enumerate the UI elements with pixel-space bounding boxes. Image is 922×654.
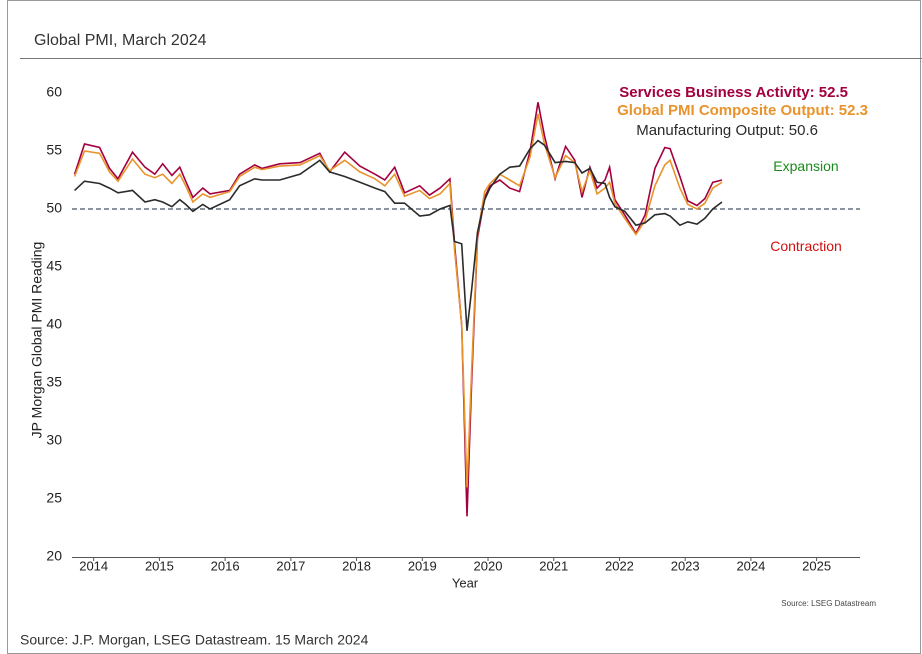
y-tick-label: 45 <box>46 258 62 274</box>
legend-entry: Services Business Activity: 52.5 <box>619 84 848 101</box>
annotation: Contraction <box>770 238 842 254</box>
series-line <box>73 113 723 488</box>
y-tick-label: 60 <box>46 84 62 100</box>
x-tick-label: 2014 <box>79 558 108 573</box>
x-axis-label: Year <box>452 575 479 590</box>
x-tick-label: 2016 <box>211 558 240 573</box>
x-tick-label: 2019 <box>408 558 437 573</box>
footer: Source: J.P. Morgan, LSEG Datastream. 15… <box>20 632 369 648</box>
x-tick-label: 2023 <box>671 558 700 573</box>
x-tick-label: 2025 <box>802 558 831 573</box>
series-line <box>74 139 723 331</box>
y-tick-label: 25 <box>46 490 62 506</box>
x-tick-label: 2024 <box>736 558 765 573</box>
y-tick-label: 20 <box>46 548 62 564</box>
y-axis-label: JP Morgan Global PMI Reading <box>29 242 45 439</box>
chart-title: Global PMI, March 2024 <box>34 32 207 49</box>
x-tick-label: 2015 <box>145 558 174 573</box>
x-tick-label: 2017 <box>276 558 305 573</box>
x-tick-label: 2020 <box>474 558 503 573</box>
y-tick-label: 30 <box>46 432 62 448</box>
x-tick-label: 2018 <box>342 558 371 573</box>
y-tick-label: 35 <box>46 374 62 390</box>
x-tick-label: 2022 <box>605 558 634 573</box>
y-tick-label: 40 <box>46 316 62 332</box>
y-tick-label: 55 <box>46 142 62 158</box>
source-note: Source: LSEG Datastream <box>781 599 876 608</box>
annotation: Expansion <box>773 158 838 174</box>
legend-entry: Global PMI Composite Output: 52.3 <box>617 102 868 119</box>
legend-entry: Manufacturing Output: 50.6 <box>636 122 818 139</box>
series-line <box>73 102 723 517</box>
y-tick-label: 50 <box>46 200 62 216</box>
x-tick-label: 2021 <box>539 558 568 573</box>
